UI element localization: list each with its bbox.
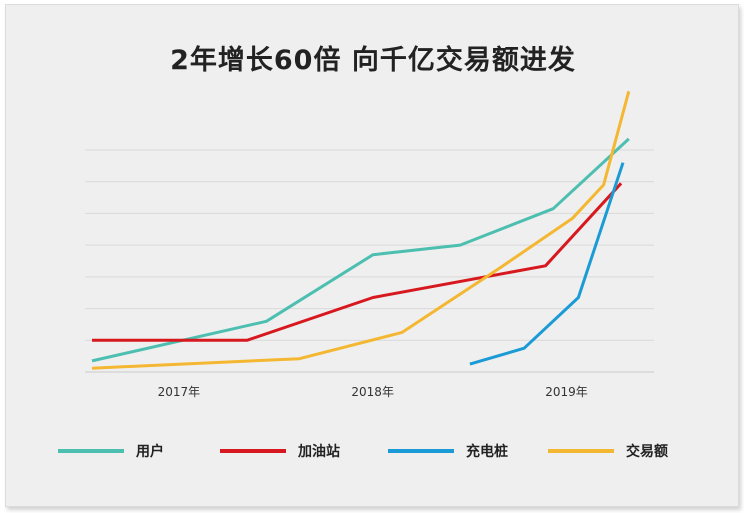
x-tick-label: 2019年 <box>545 385 588 399</box>
legend: 用户 加油站 充电桩 交易额 <box>58 443 668 460</box>
gridlines <box>85 149 654 373</box>
chart-title: 2年增长60倍 向千亿交易额进发 <box>170 45 576 76</box>
legend-label: 加油站 <box>297 443 340 460</box>
legend-label: 充电桩 <box>466 443 508 460</box>
series-line <box>469 162 625 366</box>
x-tick-label: 2017年 <box>158 385 201 399</box>
series-line <box>92 182 623 342</box>
x-axis-ticks: 2017年 2018年 2019年 <box>158 385 588 399</box>
series-line <box>91 137 630 363</box>
legend-label: 交易额 <box>626 443 668 460</box>
legend-label: 用户 <box>136 443 164 460</box>
series-lines <box>91 90 631 370</box>
x-tick-label: 2018年 <box>351 385 394 399</box>
series-line <box>91 90 631 370</box>
